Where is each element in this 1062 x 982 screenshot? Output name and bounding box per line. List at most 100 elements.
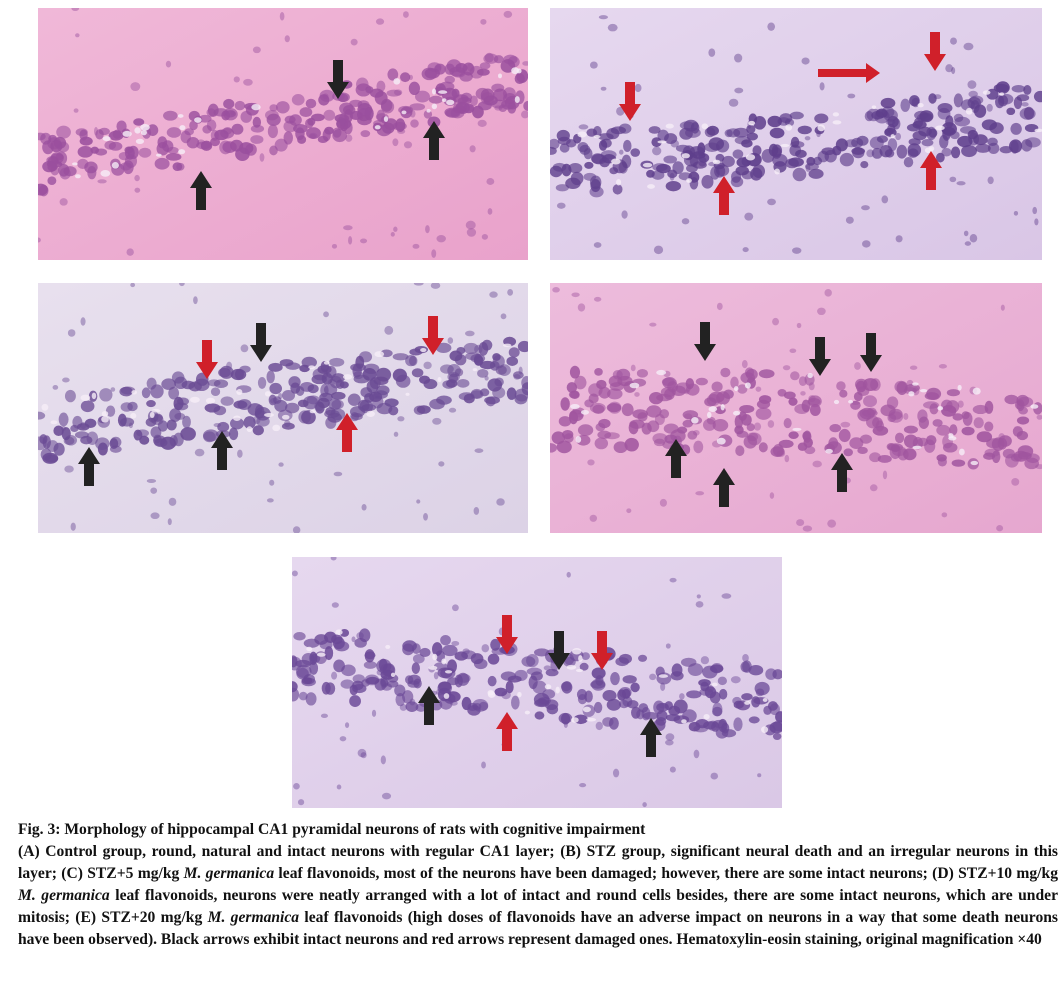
cell xyxy=(324,126,334,135)
cell xyxy=(765,668,777,680)
arrow xyxy=(190,171,212,210)
vacuole xyxy=(570,404,580,410)
cell xyxy=(973,417,984,429)
cell xyxy=(285,362,301,370)
cell xyxy=(415,703,427,712)
cell xyxy=(757,773,762,778)
cell xyxy=(463,342,479,354)
cell xyxy=(926,126,937,141)
cell xyxy=(299,107,313,118)
cell xyxy=(778,439,794,449)
vacuole xyxy=(744,700,751,705)
cell xyxy=(602,690,617,702)
cell xyxy=(487,378,503,392)
cell xyxy=(860,160,869,169)
cell xyxy=(381,792,392,800)
cell xyxy=(777,117,791,126)
arrow xyxy=(809,337,831,376)
cell xyxy=(392,368,407,382)
cell xyxy=(716,302,723,311)
cell xyxy=(789,348,797,354)
cell xyxy=(223,98,235,109)
cell xyxy=(872,417,883,428)
vacuole xyxy=(178,149,186,155)
cell xyxy=(733,717,743,732)
cell xyxy=(1006,107,1016,116)
cell xyxy=(649,322,657,327)
cell xyxy=(812,460,822,468)
cell xyxy=(348,236,353,245)
cell xyxy=(320,383,329,398)
vacuole xyxy=(80,394,91,402)
cell xyxy=(817,307,826,316)
vacuole xyxy=(251,104,261,111)
vacuole xyxy=(306,646,313,652)
vacuole xyxy=(1034,128,1042,133)
cell xyxy=(967,96,981,109)
cell xyxy=(987,137,998,146)
vacuole xyxy=(130,412,137,419)
cell xyxy=(880,97,896,109)
cell xyxy=(288,376,301,388)
caption-text: leaf flavonoids, most of the neurons hav… xyxy=(274,865,1058,882)
cell xyxy=(577,424,594,436)
cell xyxy=(671,663,683,677)
cell xyxy=(556,202,566,209)
cell xyxy=(996,525,1004,532)
cell xyxy=(712,706,723,717)
cell xyxy=(1023,84,1032,95)
cell xyxy=(869,484,878,492)
cell xyxy=(656,163,671,174)
cell xyxy=(413,405,426,415)
cell xyxy=(758,442,768,453)
cell xyxy=(119,386,133,397)
cell xyxy=(254,410,268,419)
vacuole xyxy=(205,397,216,404)
cell xyxy=(788,431,799,439)
cell xyxy=(753,422,762,431)
cell xyxy=(769,127,785,139)
cell xyxy=(1004,394,1019,405)
cell xyxy=(843,448,853,457)
cell xyxy=(432,417,442,425)
cell xyxy=(597,430,612,439)
cell xyxy=(40,448,52,461)
cell xyxy=(896,144,908,159)
cell xyxy=(932,419,943,427)
cell xyxy=(969,234,978,243)
vacuole xyxy=(383,116,389,122)
cell xyxy=(924,392,940,400)
cell xyxy=(653,438,666,447)
cell xyxy=(900,98,911,112)
cell xyxy=(403,141,413,149)
cell xyxy=(569,365,581,379)
cell xyxy=(440,364,454,374)
cell xyxy=(506,356,519,366)
micrograph xyxy=(550,283,1042,533)
cell xyxy=(267,124,278,139)
cell xyxy=(349,110,363,120)
cell xyxy=(180,130,191,144)
vacuole xyxy=(432,653,438,661)
cell xyxy=(594,368,603,376)
vacuole xyxy=(111,161,119,169)
arrow xyxy=(336,413,358,452)
vacuole xyxy=(393,78,401,85)
cell xyxy=(384,325,394,335)
cell xyxy=(134,174,140,182)
cell xyxy=(324,631,337,643)
arrow xyxy=(591,631,613,670)
cell xyxy=(252,425,264,436)
cell xyxy=(981,119,998,131)
cell xyxy=(630,364,636,372)
cell xyxy=(937,103,953,113)
cell xyxy=(448,407,457,413)
cell xyxy=(772,444,784,457)
cell xyxy=(423,378,438,390)
vacuole xyxy=(374,125,381,130)
cell xyxy=(311,113,325,122)
cell xyxy=(479,62,491,70)
vacuole xyxy=(91,392,97,400)
cell xyxy=(748,716,760,724)
cell xyxy=(649,673,657,681)
